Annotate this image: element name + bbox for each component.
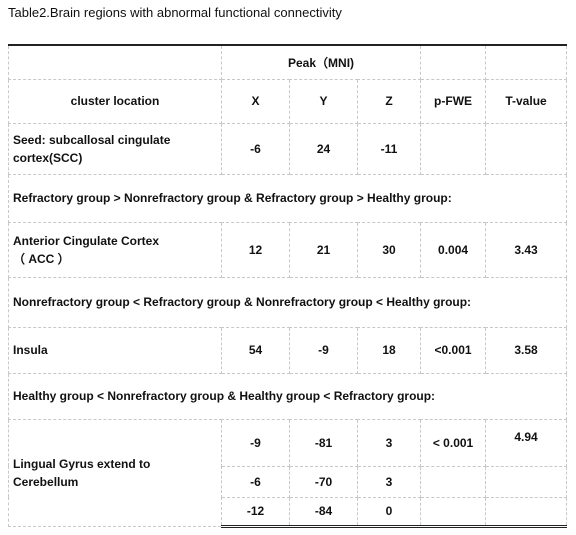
value-cell bbox=[420, 465, 487, 498]
value-cell: 30 bbox=[356, 221, 422, 278]
value-cell: 3.43 bbox=[485, 221, 568, 278]
value-cell: 12 bbox=[221, 221, 290, 278]
value-cell: -81 bbox=[289, 418, 358, 467]
peak-header: Peak（MNI) bbox=[220, 44, 422, 80]
value-cell: -9 bbox=[289, 326, 358, 374]
header-cell bbox=[8, 44, 222, 80]
value-cell bbox=[485, 122, 568, 175]
value-cell bbox=[420, 496, 487, 528]
value-cell: 3 bbox=[356, 465, 422, 498]
column-header: p-FWE bbox=[420, 78, 487, 124]
column-header: Z bbox=[356, 78, 422, 124]
column-header: cluster location bbox=[8, 78, 222, 124]
value-cell: -12 bbox=[221, 496, 290, 528]
column-header: T-value bbox=[485, 78, 568, 124]
column-header: Y bbox=[289, 78, 358, 124]
group-heading: Refractory group > Nonrefractory group &… bbox=[7, 173, 568, 223]
value-cell: -9 bbox=[221, 418, 290, 467]
value-cell: -6 bbox=[221, 465, 290, 498]
value-cell: 3.58 bbox=[485, 326, 568, 374]
value-cell: <0.001 bbox=[420, 326, 487, 374]
location-cell: Seed: subcallosal cingulate cortex(SCC) bbox=[8, 122, 222, 175]
value-cell: 3 bbox=[356, 418, 422, 467]
data-table: Peak（MNI) cluster location X Y Z p-FWE T… bbox=[7, 44, 568, 528]
value-cell: 24 bbox=[289, 122, 358, 175]
value-cell: 18 bbox=[356, 326, 422, 374]
location-cell: Lingual Gyrus extend to Cerebellum bbox=[8, 418, 222, 527]
value-cell: -6 bbox=[221, 122, 290, 175]
table-title: Table2.Brain regions with abnormal funct… bbox=[8, 5, 342, 20]
value-cell: 54 bbox=[221, 326, 290, 374]
value-cell: -11 bbox=[356, 122, 422, 175]
value-cell: < 0.001 bbox=[420, 418, 487, 467]
value-cell: 4.94 bbox=[485, 418, 568, 467]
header-cell bbox=[485, 44, 568, 80]
location-cell: Insula bbox=[8, 326, 222, 374]
group-heading: Healthy group < Nonrefractory group & He… bbox=[7, 372, 568, 420]
value-cell: 21 bbox=[289, 221, 358, 278]
value-cell: 0 bbox=[356, 496, 422, 528]
column-header: X bbox=[221, 78, 290, 124]
value-cell bbox=[485, 496, 568, 528]
header-cell bbox=[420, 44, 487, 80]
location-cell: Anterior Cingulate Cortex （ ACC ） bbox=[8, 221, 222, 278]
value-cell bbox=[485, 465, 568, 498]
value-cell: -70 bbox=[289, 465, 358, 498]
value-cell: -84 bbox=[289, 496, 358, 528]
value-cell: 0.004 bbox=[420, 221, 487, 278]
value-cell bbox=[420, 122, 487, 175]
group-heading: Nonrefractory group < Refractory group &… bbox=[7, 276, 568, 328]
